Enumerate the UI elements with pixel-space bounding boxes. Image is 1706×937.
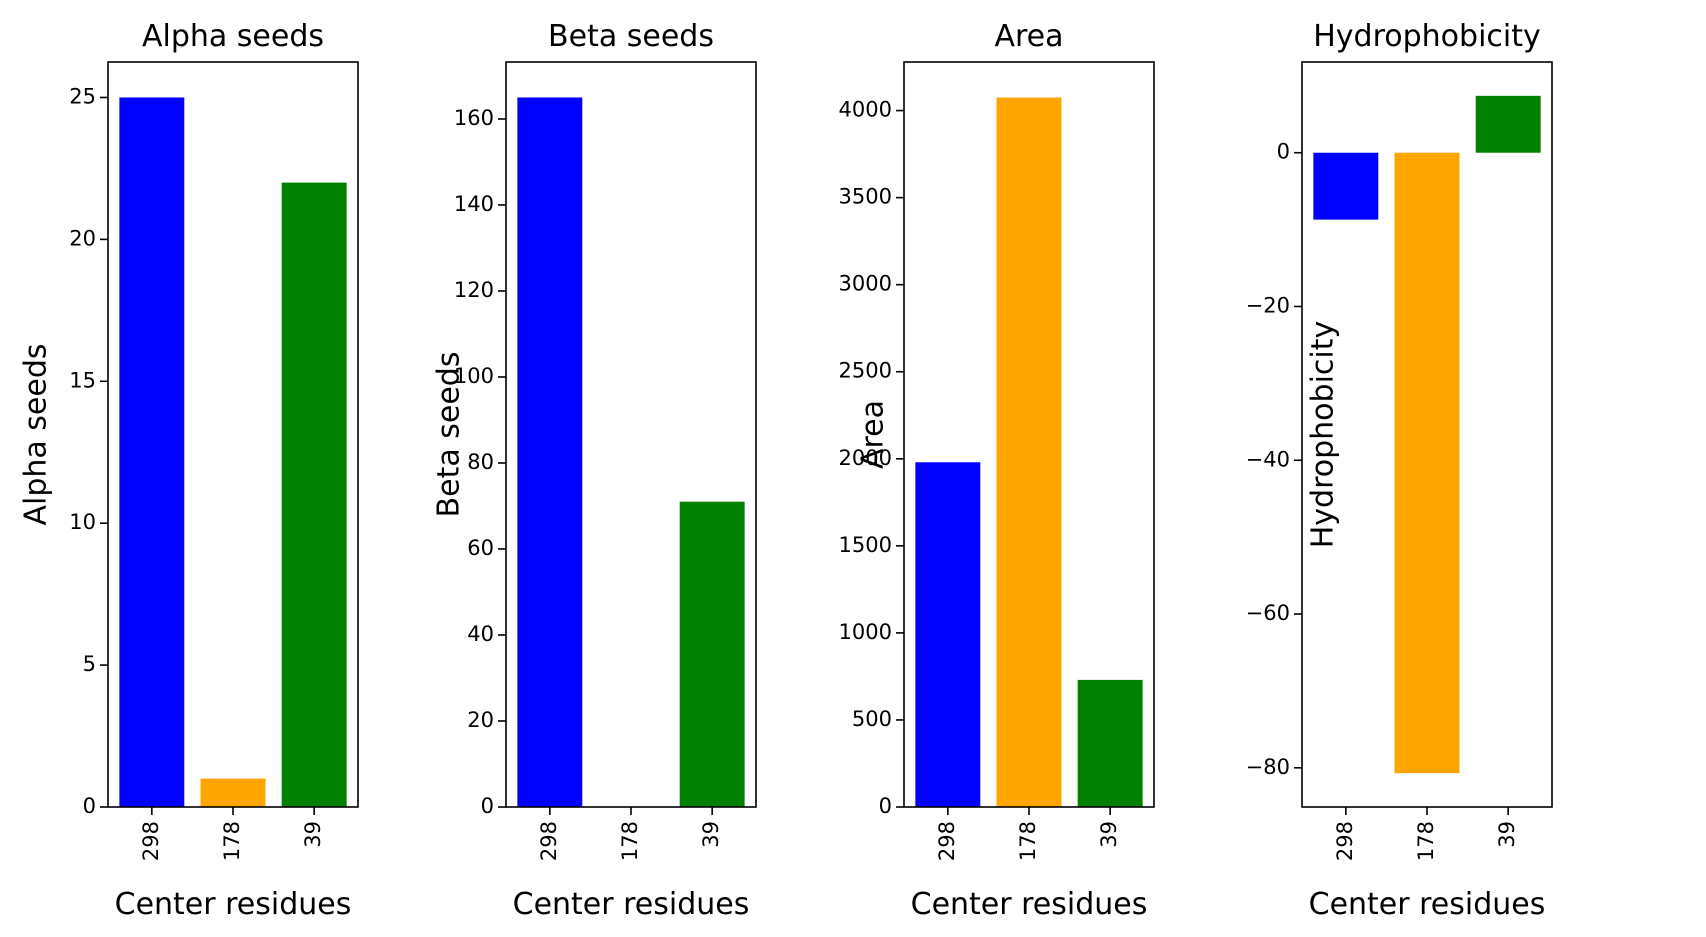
x-tick-label: 178 <box>220 821 244 861</box>
y-tick-label: 0 <box>83 794 96 818</box>
y-tick-label: 20 <box>69 226 96 250</box>
y-tick-label: 0 <box>879 794 892 818</box>
x-tick-label: 298 <box>537 821 561 861</box>
x-tick-label: 298 <box>1333 821 1357 861</box>
y-tick-label: 40 <box>467 622 494 646</box>
y-tick-label: 5 <box>83 652 96 676</box>
x-tick-label: 39 <box>1495 821 1519 848</box>
y-tick-label: 160 <box>454 106 494 130</box>
panel-title: Area <box>994 19 1063 54</box>
x-tick-label: 178 <box>1016 821 1040 861</box>
x-tick-label: 298 <box>139 821 163 861</box>
y-ticks: −80 −60 −40 −20 0 <box>1246 140 1302 779</box>
y-tick-label: −60 <box>1246 601 1290 625</box>
y-ticks: 0 20 40 60 80 100 120 140 160 <box>454 106 506 818</box>
panel-title: Hydrophobicity <box>1313 19 1541 54</box>
y-tick-label: 0 <box>1277 140 1290 164</box>
y-tick-label: 80 <box>467 450 494 474</box>
y-tick-label: −20 <box>1246 293 1290 317</box>
bar-298 <box>1313 152 1379 220</box>
x-axis-label: Center residues <box>911 887 1148 922</box>
y-tick-label: −40 <box>1246 447 1290 471</box>
x-tick-label: 178 <box>1414 821 1438 861</box>
y-tick-label: 10 <box>69 510 96 534</box>
hydrophobicity-panel: Hydrophobicity Hydrophobicity Center res… <box>1246 19 1553 922</box>
x-tick-label: 39 <box>1097 821 1121 848</box>
bars <box>1313 95 1541 774</box>
plot-frame <box>107 61 359 808</box>
area-panel: Area Area Center residues 0 500 1000 1500 20… <box>839 19 1155 922</box>
y-tick-label: 2500 <box>839 359 892 383</box>
plot-frame <box>1301 61 1553 808</box>
y-tick-label: 20 <box>467 708 494 732</box>
bar-39 <box>679 501 745 807</box>
y-tick-label: 0 <box>481 794 494 818</box>
y-tick-label: 500 <box>852 707 892 731</box>
x-ticks: 298 178 39 <box>139 807 325 861</box>
plot-frame <box>903 61 1155 808</box>
y-tick-label: −80 <box>1246 755 1290 779</box>
x-ticks: 298 178 39 <box>1333 807 1519 861</box>
bar-178 <box>996 97 1062 807</box>
bar-298 <box>517 97 583 808</box>
y-ticks: 0 500 1000 1500 2000 2500 3000 3500 4000 <box>839 98 904 818</box>
y-tick-label: 100 <box>454 364 494 388</box>
x-tick-label: 39 <box>301 821 325 848</box>
y-tick-label: 3000 <box>839 272 892 296</box>
bars <box>915 97 1143 807</box>
y-tick-label: 3500 <box>839 185 892 209</box>
y-axis-label: Area <box>856 400 891 469</box>
bar-298 <box>915 462 981 807</box>
panel-title: Beta seeds <box>548 19 714 54</box>
y-axis-label: Alpha seeds <box>19 343 54 525</box>
y-tick-label: 4000 <box>839 98 892 122</box>
y-tick-label: 2000 <box>839 446 892 470</box>
bar-178 <box>200 778 266 807</box>
y-axis-label: Beta seeds <box>432 352 467 518</box>
x-axis-label: Center residues <box>115 887 352 922</box>
alpha-seeds-panel: Alpha seeds Alpha seeds Center residues … <box>19 19 359 922</box>
x-tick-label: 298 <box>935 821 959 861</box>
x-ticks: 298 178 39 <box>537 807 723 861</box>
bar-39 <box>1077 679 1143 807</box>
beta-seeds-panel: Beta seeds Beta seeds Center residues 0 2… <box>432 19 757 922</box>
bar-39 <box>1475 95 1541 153</box>
y-axis-label: Hydrophobicity <box>1306 321 1341 549</box>
bar-178 <box>1394 152 1460 774</box>
y-tick-label: 1500 <box>839 533 892 557</box>
y-tick-label: 120 <box>454 278 494 302</box>
y-tick-label: 25 <box>69 84 96 108</box>
y-tick-label: 60 <box>467 536 494 560</box>
x-axis-label: Center residues <box>1309 887 1546 922</box>
x-tick-label: 39 <box>699 821 723 848</box>
y-ticks: 0 5 10 15 20 25 <box>69 84 108 818</box>
bar-39 <box>281 182 347 807</box>
x-axis-label: Center residues <box>513 887 750 922</box>
x-tick-label: 178 <box>618 821 642 861</box>
y-tick-label: 15 <box>69 368 96 392</box>
panel-title: Alpha seeds <box>142 19 324 54</box>
plot-frame <box>505 61 757 808</box>
y-tick-label: 1000 <box>839 620 892 644</box>
y-tick-label: 140 <box>454 192 494 216</box>
bar-298 <box>119 97 185 808</box>
x-ticks: 298 178 39 <box>935 807 1121 861</box>
bars <box>517 97 745 808</box>
bars <box>119 97 347 808</box>
